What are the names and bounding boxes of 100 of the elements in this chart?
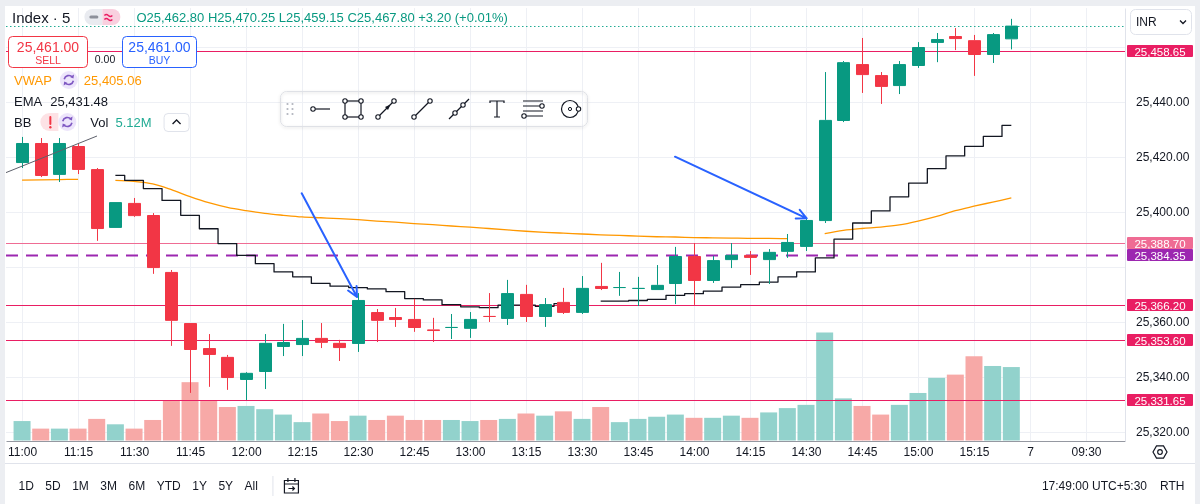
- x-tick-label: 12:15: [287, 444, 318, 459]
- candlestick: [987, 32, 1000, 64]
- x-tick-label: 14:00: [679, 444, 710, 459]
- bar: [778, 408, 796, 441]
- text: All: [244, 479, 258, 493]
- candlestick: [333, 339, 346, 362]
- x-tick-label: 13:00: [455, 444, 486, 459]
- bar: [50, 428, 68, 441]
- bar: [461, 421, 479, 441]
- bar: [965, 356, 983, 441]
- text: 6M: [128, 479, 146, 493]
- y-tick-label: 25,400.00: [1136, 205, 1190, 220]
- bar: [592, 407, 610, 441]
- annotation: BB: [14, 114, 32, 130]
- candlestick: [240, 371, 253, 401]
- text: 25,331.65: [1134, 394, 1186, 407]
- annotation: BUY: [148, 54, 171, 66]
- candlestick: [632, 276, 645, 307]
- annotation: O25,462.80 H25,470.25 L25,459.15 C25,467.80 +3.20 (+0.01%): [136, 9, 508, 25]
- x-tick-label: 15:00: [903, 444, 934, 459]
- text: 1Y: [192, 479, 207, 493]
- candlestick: [483, 292, 496, 323]
- bar: [704, 417, 722, 441]
- candlestick: [371, 308, 384, 343]
- candlestick: [539, 297, 552, 328]
- bar: [872, 414, 890, 441]
- x-tick-label: 09:30: [1071, 444, 1102, 459]
- candlestick: [109, 201, 122, 229]
- chart-title: Index · 5: [12, 8, 71, 26]
- bar: [816, 332, 834, 441]
- candlestick: [725, 242, 738, 269]
- x-tick-label: 15:15: [959, 444, 990, 459]
- bar: [13, 421, 31, 441]
- x-tick-label: 12:45: [399, 444, 430, 459]
- text: VWAP: [14, 72, 52, 88]
- annotation: 25,405.06: [83, 72, 142, 88]
- bar: [741, 417, 759, 441]
- candlestick: [35, 137, 48, 178]
- text: 25,458.65: [1134, 45, 1186, 58]
- bar: [554, 411, 572, 441]
- candlestick: [91, 167, 104, 242]
- candlestick: [595, 262, 608, 291]
- text: 25,366.20: [1134, 299, 1186, 312]
- candlestick: [669, 246, 682, 305]
- bar: [293, 422, 311, 441]
- annotation: SELL: [35, 54, 61, 66]
- bar: [312, 413, 330, 441]
- candlestick: [315, 322, 328, 349]
- bar: [722, 415, 740, 441]
- annotation: Vol: [90, 114, 109, 130]
- candlestick: [651, 264, 664, 291]
- text: 5D: [45, 479, 62, 493]
- annotation: 5.12M: [115, 114, 152, 130]
- candlestick: [221, 354, 234, 391]
- candlestick: [501, 279, 514, 326]
- bar: [909, 392, 927, 441]
- x-tick-label: 11:45: [175, 444, 206, 459]
- candlestick: [819, 71, 832, 224]
- bar: [1002, 367, 1020, 441]
- candlestick: [968, 34, 981, 77]
- candlestick: [837, 60, 850, 123]
- text: RTH: [1160, 479, 1185, 493]
- bar: [797, 404, 815, 441]
- candlestick: [296, 319, 309, 357]
- candlestick: [707, 255, 720, 284]
- candlestick: [688, 242, 701, 306]
- bar: [760, 412, 778, 441]
- bar: [498, 418, 516, 441]
- text: 1M: [72, 479, 89, 493]
- bar: [517, 413, 535, 441]
- x-tick-label: 13:45: [623, 444, 654, 459]
- bar: [685, 417, 703, 441]
- candlestick: [893, 60, 906, 95]
- x-tick-label: 11:30: [119, 444, 150, 459]
- candlestick: [949, 27, 962, 51]
- bar: [32, 428, 50, 441]
- text: 5Y: [218, 479, 234, 493]
- text: 1D: [18, 479, 35, 493]
- bar: [928, 377, 946, 441]
- candlestick: [912, 41, 925, 69]
- candlestick: [520, 284, 533, 323]
- bar: [218, 407, 236, 441]
- candlestick: [259, 333, 272, 390]
- x-tick-label: 12:30: [343, 444, 374, 459]
- candlestick: [72, 142, 85, 175]
- candlestick: [931, 32, 944, 63]
- x-tick-label: 14:15: [735, 444, 766, 459]
- bar: [442, 419, 460, 441]
- x-tick-label: 7: [1027, 444, 1035, 459]
- candlestick: [781, 233, 794, 259]
- x-tick-label: 13:15: [511, 444, 542, 459]
- bar: [853, 405, 871, 441]
- x-tick-label: 14:45: [847, 444, 878, 459]
- y-tick-label: 25,440.00: [1136, 95, 1190, 110]
- bar: [573, 418, 591, 441]
- bar: [480, 419, 498, 441]
- bar: [890, 404, 908, 441]
- y-tick-label: 25,360.00: [1136, 315, 1190, 330]
- candlestick: [427, 317, 440, 343]
- bar: [984, 365, 1002, 441]
